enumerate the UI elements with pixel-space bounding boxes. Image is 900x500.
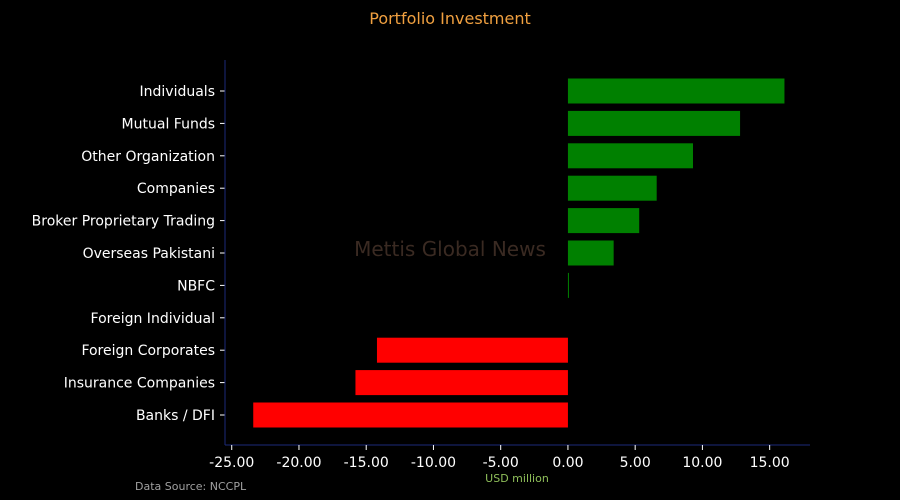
bar-broker-proprietary-trading (567, 208, 640, 234)
bar-nbfc (567, 272, 569, 298)
category-labels: Individuals Mutual Funds Other Organizatio… (32, 84, 216, 424)
category-label-insurance-companies: Insurance Companies (64, 376, 215, 392)
bar-banks-dfi (253, 402, 568, 428)
category-label-other-organization: Other Organization (81, 149, 215, 165)
watermark: Mettis Global News (354, 237, 546, 261)
category-label-companies: Companies (137, 181, 215, 197)
chart-title: Portfolio Investment (369, 9, 531, 28)
x-tick-label: -25.00 (209, 455, 254, 471)
x-axis-label: USD million (485, 472, 549, 485)
x-tick-label: -20.00 (276, 455, 321, 471)
category-label-foreign-corporates: Foreign Corporates (81, 343, 215, 359)
bar-insurance-companies (355, 370, 568, 396)
category-label-banks-dfi: Banks / DFI (136, 408, 215, 424)
category-label-overseas-pakistani: Overseas Pakistani (83, 246, 215, 262)
bar-overseas-pakistani (567, 240, 614, 266)
bar-companies (567, 175, 657, 201)
category-label-individuals: Individuals (140, 84, 215, 100)
x-tick-label: 15.00 (750, 455, 790, 471)
category-label-foreign-individual: Foreign Individual (91, 311, 215, 327)
x-tick-label: 10.00 (682, 455, 722, 471)
category-label-nbfc: NBFC (177, 278, 215, 294)
category-label-broker-proprietary-trading: Broker Proprietary Trading (32, 214, 215, 230)
x-tick-label: 0.00 (552, 455, 583, 471)
x-tick-label: -10.00 (411, 455, 456, 471)
bar-other-organization (567, 143, 693, 169)
bar-foreign-corporates (376, 337, 568, 363)
bar-mutual-funds (567, 110, 741, 136)
category-label-mutual-funds: Mutual Funds (122, 116, 215, 132)
x-tick-label: -15.00 (344, 455, 389, 471)
bar-individuals (567, 78, 785, 104)
x-axis-ticks: -25.00 -20.00 -15.00 -10.00 -5.00 0.00 5.00 10.… (209, 445, 790, 471)
data-source-note: Data Source: NCCPL (135, 480, 247, 493)
bars-group (253, 78, 785, 428)
x-tick-label: 5.00 (620, 455, 651, 471)
x-tick-label: -5.00 (483, 455, 519, 471)
axes (220, 60, 810, 446)
